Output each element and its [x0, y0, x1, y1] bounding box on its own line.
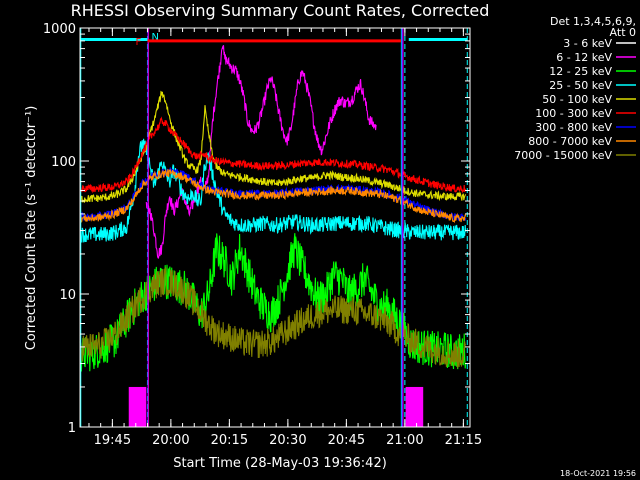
x-axis: 19:45 20:00 20:15 20:30 20:45 21:00 21:15: [88, 28, 482, 448]
chart-title: RHESSI Observing Summary Count Rates, Co…: [71, 1, 490, 20]
x-axis-label: Start Time (28-May-03 19:36:42): [173, 456, 387, 471]
legend-header: Att 0: [610, 26, 636, 39]
plot-frame: [79, 27, 471, 428]
y-axis-label: Corrected Count Rate (s⁻¹ detector⁻¹): [24, 106, 39, 351]
x-tick-label: 20:30: [269, 433, 306, 448]
legend-entry-label: 3 - 6 keV: [563, 37, 612, 50]
legend-entry-label: 50 - 100 keV: [542, 93, 612, 106]
legend-entry-label: 300 - 800 keV: [535, 121, 612, 134]
legend-entry-label: 800 - 7000 keV: [528, 135, 612, 148]
x-tick-label: 20:45: [328, 433, 365, 448]
x-tick-label: 20:15: [211, 433, 248, 448]
x-tick-label: 21:15: [445, 433, 482, 448]
x-tick-label: 21:00: [386, 433, 423, 448]
legend-entry-label: 6 - 12 keV: [556, 51, 612, 64]
saa-marker-1: [405, 386, 424, 427]
y-tick-label: 100: [51, 155, 76, 170]
night-marker-label: N: [151, 32, 158, 43]
series-6-12-kev: [145, 45, 377, 259]
y-tick-label: 10: [59, 288, 76, 303]
legend-entry-label: 100 - 300 keV: [535, 107, 612, 120]
plot-area: NF: [79, 28, 468, 427]
y-tick-label: 1000: [43, 22, 76, 37]
x-tick-label: 20:00: [152, 433, 189, 448]
legend-entry-label: 25 - 50 keV: [549, 79, 612, 92]
x-tick-label: 19:45: [94, 433, 131, 448]
date-stamp: 18-Oct-2021 19:56: [560, 469, 636, 478]
series-3-6-kev: [215, 81, 377, 152]
status-bar-label: F: [135, 37, 141, 48]
y-tick-label: 1: [68, 421, 76, 436]
saa-marker-0: [128, 386, 147, 427]
legend-header: Det 1,3,4,5,6,9,: [550, 15, 636, 28]
series-50-100-kev: [79, 90, 467, 204]
legend-entry-label: 7000 - 15000 keV: [514, 149, 612, 162]
y-axis: 1 10 100 1000: [43, 22, 470, 436]
legend-entry-label: 12 - 25 keV: [549, 65, 612, 78]
